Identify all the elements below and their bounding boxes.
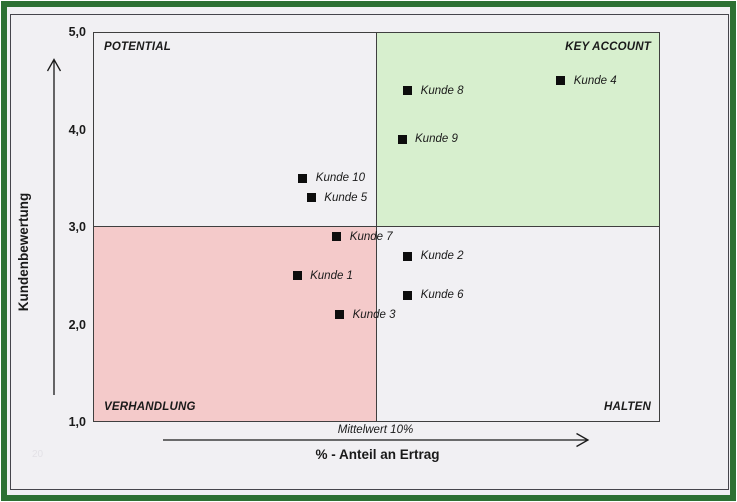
data-point-marker — [332, 232, 342, 242]
data-point-marker — [403, 86, 413, 95]
data-point-label: Kunde 6 — [420, 289, 464, 302]
data-point-label: Kunde 5 — [324, 191, 368, 204]
data-point-label: Kunde 9 — [415, 133, 458, 146]
data-point-marker — [556, 76, 566, 86]
data-point-marker — [397, 134, 407, 144]
data-point-marker — [335, 310, 345, 320]
y-tick-label: 1,0 — [68, 415, 86, 429]
x-axis-title: % - Anteil an Ertrag — [315, 447, 440, 462]
y-tick-label: 2,0 — [68, 317, 86, 332]
data-point-label: Kunde 3 — [352, 308, 396, 321]
watermark-text: 20 — [32, 449, 44, 460]
data-point-label: Kunde 10 — [315, 172, 366, 185]
data-point-label: Kunde 7 — [349, 230, 393, 243]
y-axis-title: Kundenbewertung — [16, 192, 31, 312]
data-point-marker — [306, 193, 316, 203]
quadrant-key-account — [376, 33, 659, 227]
quadrant-divider-vertical — [375, 33, 377, 421]
quadrant-label-halten: HALTEN — [604, 401, 651, 413]
data-point-marker — [292, 271, 302, 281]
quadrant-divider-horizontal — [94, 226, 659, 227]
quadrant-label-verhandlung: VERHANDLUNG — [104, 401, 196, 413]
data-point-label: Kunde 2 — [420, 250, 464, 263]
data-point-marker — [403, 290, 413, 300]
data-point-marker — [403, 251, 413, 261]
mean-line-label: Mittelwert 10% — [337, 424, 414, 436]
data-point-label: Kunde 4 — [573, 74, 617, 87]
data-point-label: Kunde 1 — [310, 269, 353, 282]
y-tick-label: 4,0 — [68, 122, 86, 137]
y-tick-label: 5,0 — [68, 25, 86, 39]
quadrant-verhandlung — [94, 227, 377, 421]
plot-area: POTENTIAL KEY ACCOUNT VERHANDLUNG HALTEN — [93, 32, 660, 422]
data-point-marker — [298, 173, 308, 183]
y-tick-label: 3,0 — [68, 220, 86, 234]
quadrant-label-potential: POTENTIAL — [104, 41, 171, 53]
data-point-label: Kunde 8 — [420, 84, 464, 97]
quadrant-label-key-account: KEY ACCOUNT — [565, 41, 651, 53]
